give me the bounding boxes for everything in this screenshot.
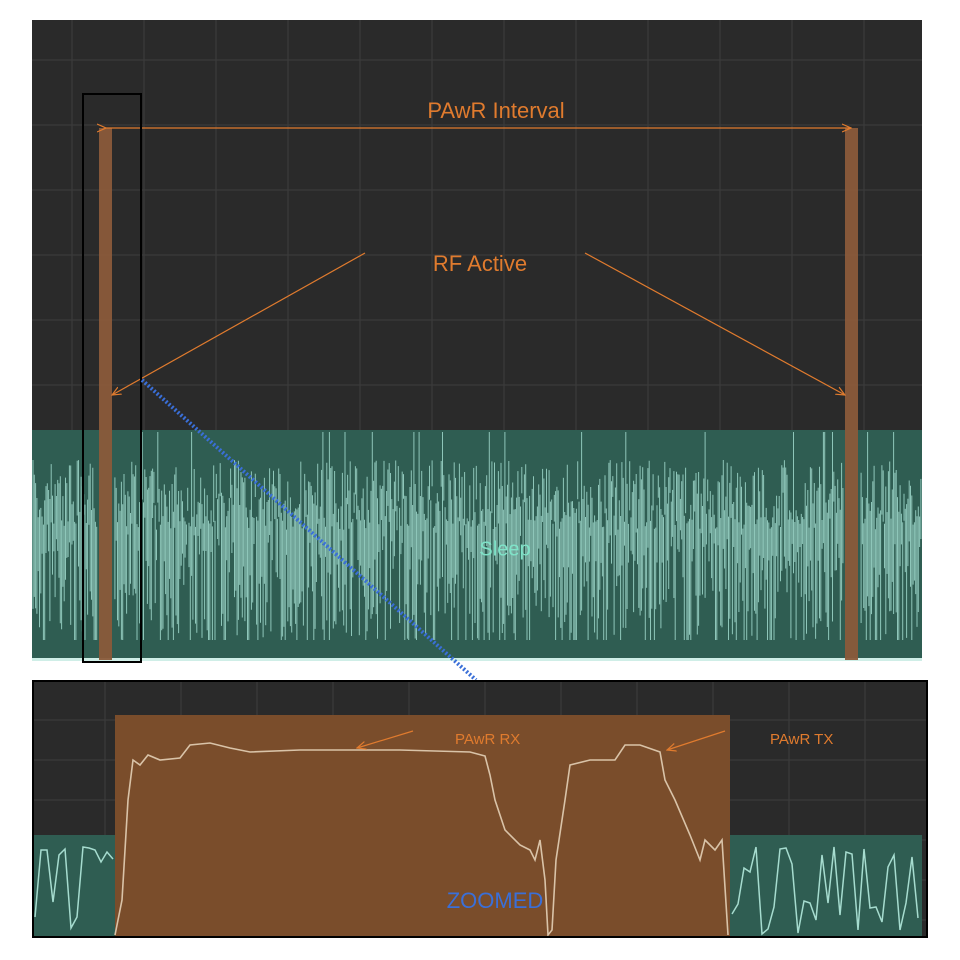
- rf-burst: [99, 128, 112, 660]
- interval-label: PAwR Interval: [427, 98, 564, 123]
- sleep-label: Sleep: [479, 538, 530, 560]
- baseline: [32, 658, 922, 661]
- zoom-frame: [32, 680, 928, 938]
- rf-active-region: [115, 715, 730, 937]
- annotation-arrow: [112, 252, 366, 395]
- annotation-arrow: [584, 252, 845, 395]
- rf-waveform: [114, 742, 729, 938]
- annotation-arrow: [357, 730, 414, 748]
- rf-active-label: RF Active: [433, 251, 527, 276]
- zoom-selection: [82, 93, 142, 663]
- noise-trace: [731, 846, 919, 936]
- annotation-arrow: [667, 730, 726, 750]
- rx-label: PAwR RX: [455, 731, 520, 748]
- noise-trace: [34, 846, 114, 931]
- zoom-connector: [140, 378, 478, 682]
- sleep-waveform: [34, 846, 919, 936]
- tx-label: PAwR TX: [770, 731, 833, 748]
- rf-burst: [845, 128, 858, 660]
- zoomed-label: ZOOMED: [447, 888, 544, 913]
